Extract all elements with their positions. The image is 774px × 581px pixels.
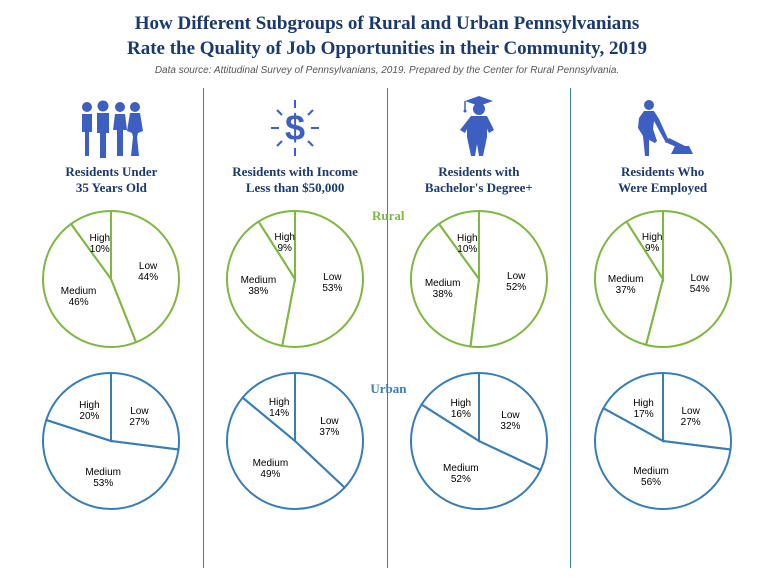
pie-slice-label: Medium52% [443, 463, 479, 485]
pie-slice-label: Medium38% [241, 275, 277, 297]
urban-pie: Low37% Medium49% High14% [220, 366, 370, 516]
rural-pie: Low53% Medium38% High9% [220, 204, 370, 354]
pie-slice-label: High16% [451, 398, 472, 420]
column-label: Residents with Bachelor's Degree+ [425, 164, 533, 198]
chart-title: How Different Subgroups of Rural and Urb… [20, 12, 754, 61]
chart-column: Residents Who Were Employed Low54% Medium… [571, 88, 754, 568]
pie-slice-label: Medium46% [61, 286, 97, 308]
chart-subtitle: Data source: Attitudinal Survey of Penns… [20, 65, 754, 76]
column-icon [454, 88, 504, 158]
rural-pie: Low44% Medium46% High10% [36, 204, 186, 354]
pie-slice-label: Medium53% [85, 467, 121, 489]
pie-slice-label: Low37% [319, 416, 339, 438]
pie-slice-label: Low52% [506, 271, 526, 293]
pie-slice-label: Low32% [500, 410, 520, 432]
pie-slice-label: High17% [633, 398, 654, 420]
pie-slice-label: Low54% [690, 273, 710, 295]
pie-slice-label: Low27% [681, 406, 701, 428]
pie-slice-label: High20% [79, 400, 100, 422]
pie-slice-label: High14% [269, 397, 290, 419]
rural-pie: Low52% Medium38% High10% [404, 204, 554, 354]
pie-slice-label: Medium37% [608, 274, 644, 296]
pie-slice-label: Low44% [138, 261, 158, 283]
pie-slice-label: High9% [274, 232, 295, 254]
urban-pie: Low27% Medium53% High20% [36, 366, 186, 516]
column-label: Residents Under 35 Years Old [65, 164, 157, 198]
pie-slice-label: Medium56% [633, 466, 669, 488]
column-icon [631, 88, 695, 158]
column-icon [77, 88, 145, 158]
rural-pie: Low54% Medium37% High9% [588, 204, 738, 354]
chart-column: Residents with Bachelor's Degree+ Low52%… [388, 88, 572, 568]
urban-pie: Low32% Medium52% High16% [404, 366, 554, 516]
chart-grid: Residents Under 35 Years Old Low44% Mediu… [20, 88, 754, 568]
urban-pie: Low27% Medium56% High17% [588, 366, 738, 516]
column-label: Residents with Income Less than $50,000 [232, 164, 358, 198]
column-label: Residents Who Were Employed [618, 164, 707, 198]
pie-slice-label: Medium38% [425, 278, 461, 300]
pie-slice-label: High9% [642, 232, 663, 254]
svg-text:$: $ [285, 107, 305, 148]
pie-slice-label: High10% [457, 233, 478, 255]
pie-slice-label: Medium49% [253, 458, 289, 480]
pie-slice-label: Low27% [129, 406, 149, 428]
pie-slice-label: Low53% [322, 272, 342, 294]
column-icon: $ [265, 88, 325, 158]
chart-column: Residents Under 35 Years Old Low44% Mediu… [20, 88, 204, 568]
chart-column: $ Residents with Income Less than $50,00… [204, 88, 388, 568]
pie-slice-label: High10% [90, 233, 111, 255]
